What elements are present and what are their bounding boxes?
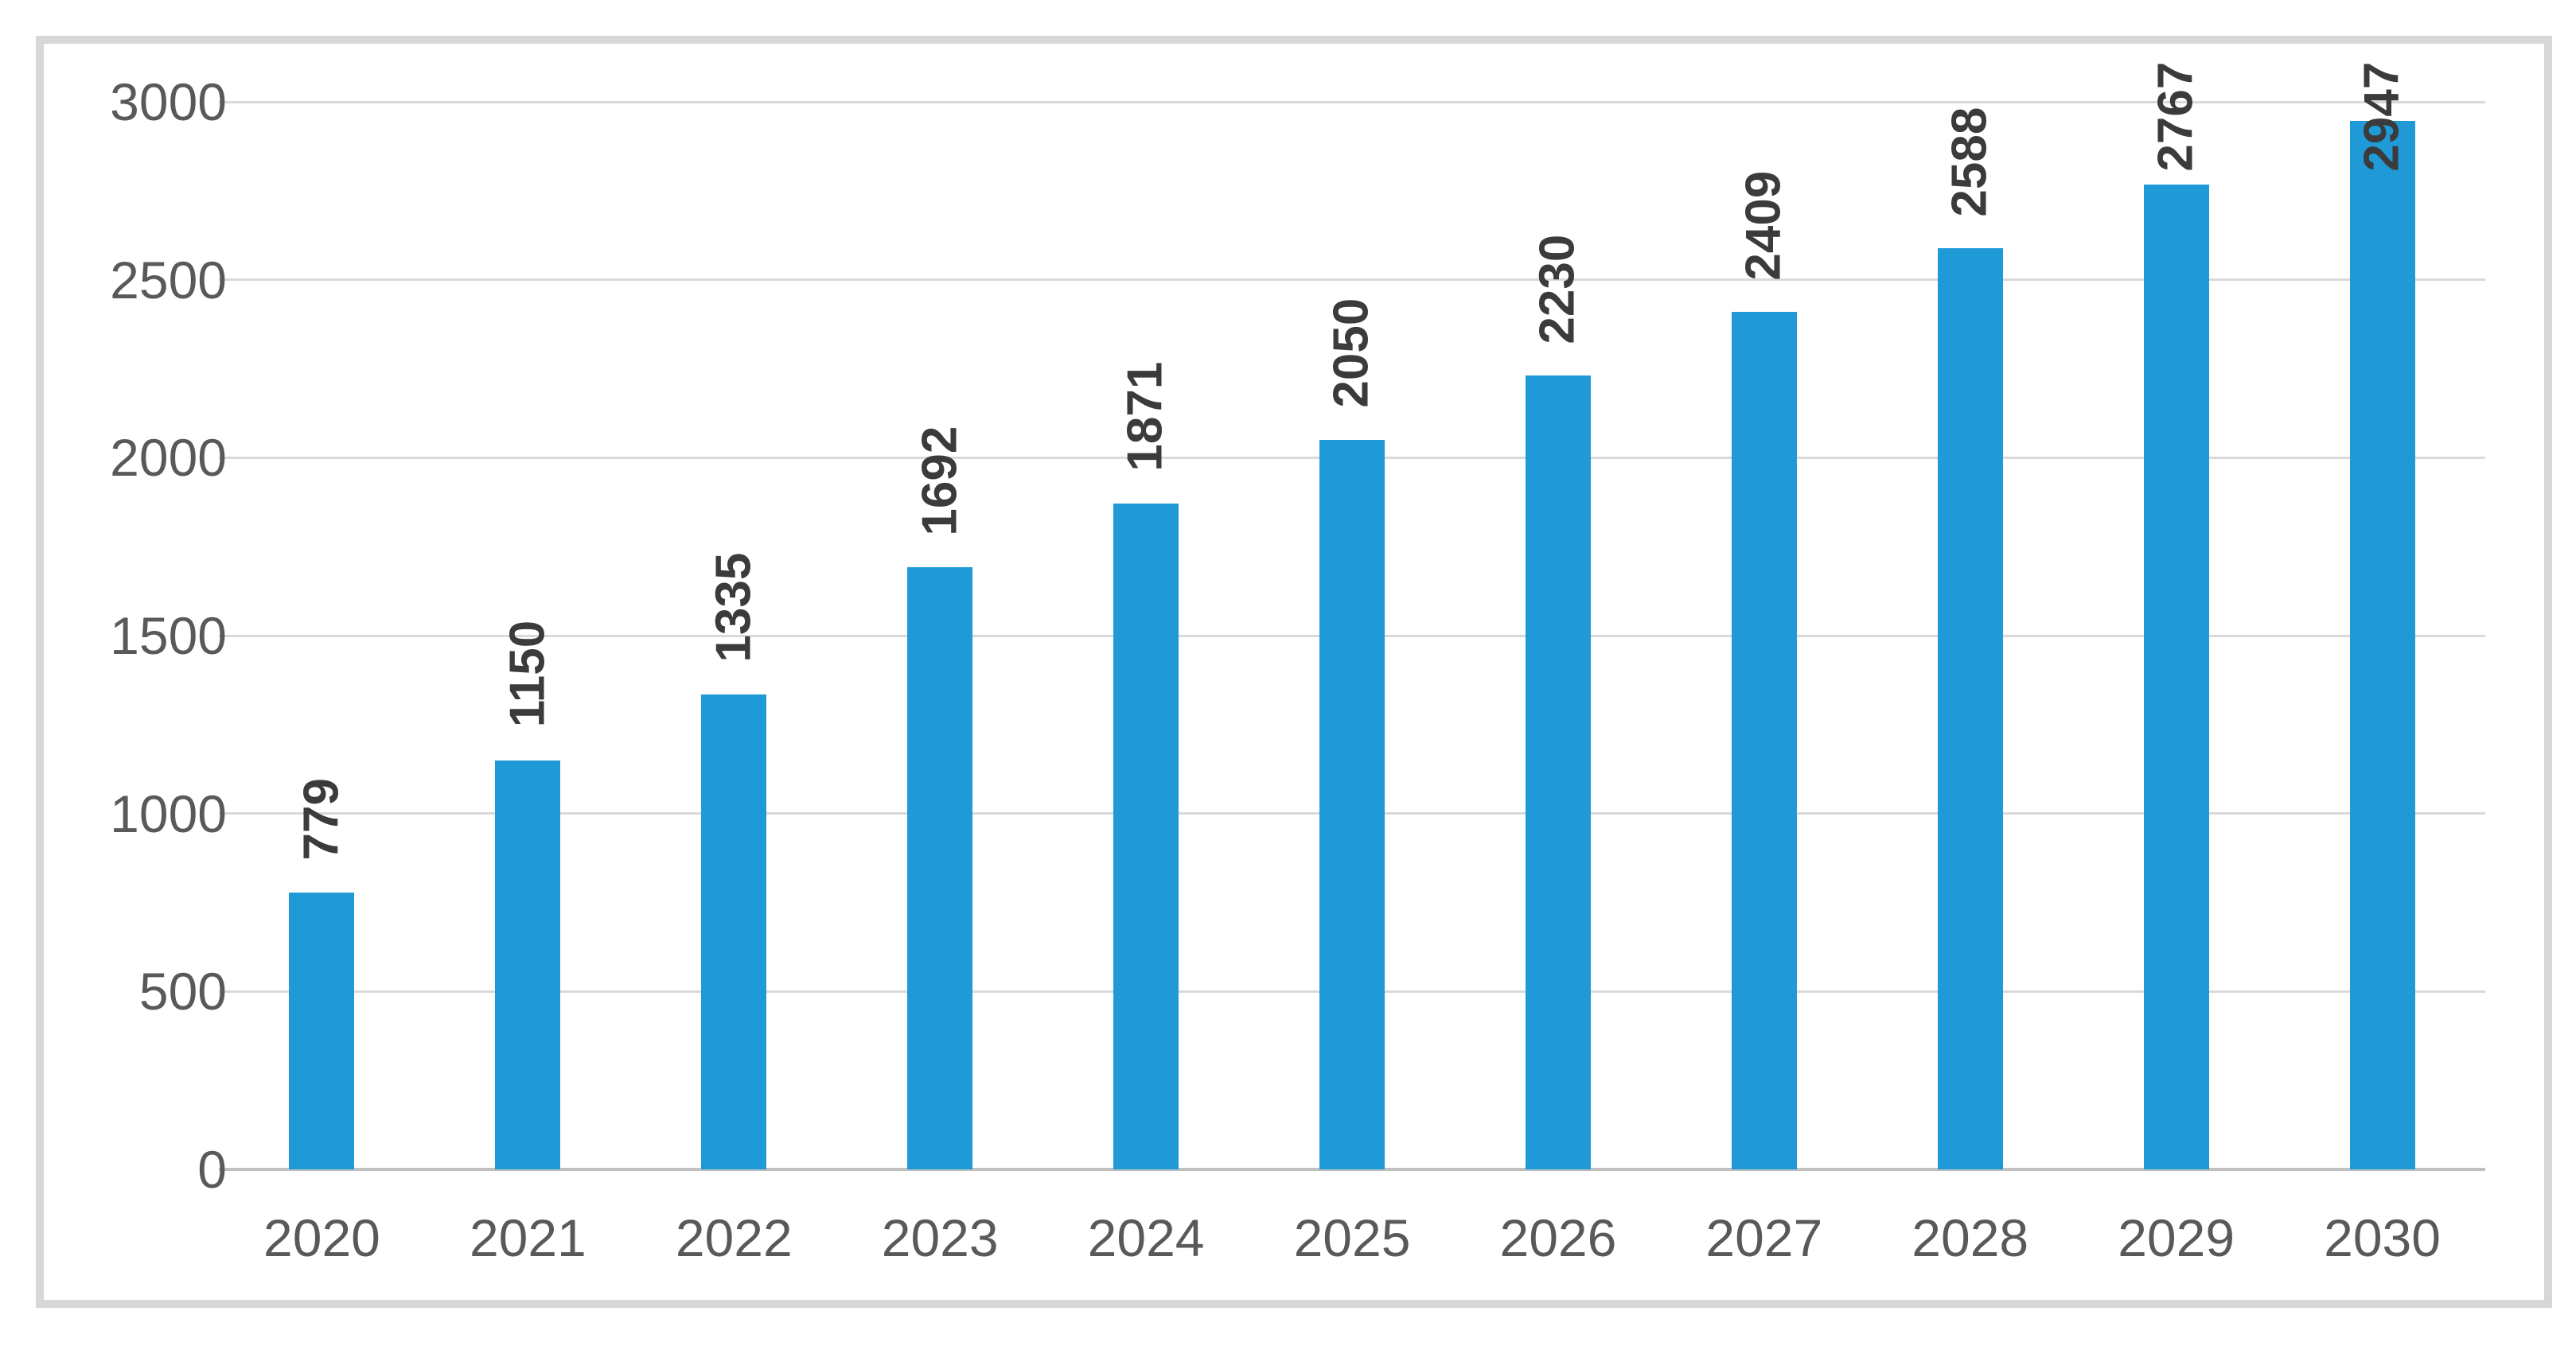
bar-value-label: 2409 bbox=[1736, 170, 1791, 281]
bar-2022 bbox=[701, 694, 767, 1169]
y-axis-tick-label: 1000 bbox=[110, 784, 227, 843]
y-axis-tick-label: 3000 bbox=[110, 72, 227, 131]
bar-value-label: 2947 bbox=[2354, 61, 2410, 172]
y-axis-tick-label: 1500 bbox=[110, 606, 227, 665]
bar-value-label: 2050 bbox=[1323, 298, 1379, 408]
bar-value-label: 1335 bbox=[706, 552, 762, 663]
x-axis-label: 2023 bbox=[881, 1208, 999, 1267]
bar-2023 bbox=[907, 567, 973, 1169]
bar-2024 bbox=[1113, 504, 1179, 1169]
bar-2028 bbox=[1937, 248, 2003, 1169]
bar-value-label: 779 bbox=[294, 778, 349, 861]
bar-value-label: 1692 bbox=[912, 426, 968, 536]
x-axis-line bbox=[219, 1168, 2485, 1171]
y-axis-tick-label: 500 bbox=[138, 962, 227, 1021]
chart-frame: 0 500 1000 1500 2000 2500 3000 779 2020 1150 2021 1… bbox=[36, 36, 2552, 1308]
x-axis-label: 2026 bbox=[1499, 1208, 1617, 1267]
bar-value-label: 1150 bbox=[500, 620, 555, 728]
x-axis-label: 2029 bbox=[2118, 1208, 2235, 1267]
bar-2027 bbox=[1731, 312, 1797, 1169]
y-axis-tick-label: 2500 bbox=[110, 250, 227, 309]
x-axis-label: 2030 bbox=[2324, 1208, 2441, 1267]
plot-area: 0 500 1000 1500 2000 2500 3000 779 2020 1150 2021 1… bbox=[44, 44, 2544, 1300]
gridline bbox=[219, 100, 2485, 103]
bar-value-label: 1871 bbox=[1118, 362, 1174, 473]
bar-2029 bbox=[2143, 185, 2209, 1169]
x-axis-label: 2022 bbox=[675, 1208, 793, 1267]
x-axis-label: 2020 bbox=[263, 1208, 380, 1267]
bar-2020 bbox=[289, 892, 355, 1169]
bar-value-label: 2588 bbox=[1942, 107, 1997, 217]
x-axis-label: 2025 bbox=[1293, 1208, 1411, 1267]
x-axis-label: 2024 bbox=[1087, 1208, 1205, 1267]
y-axis-tick-label: 2000 bbox=[110, 428, 227, 488]
x-axis-label: 2021 bbox=[469, 1208, 587, 1267]
y-axis-tick-label: 0 bbox=[197, 1140, 227, 1199]
bar-2030 bbox=[2349, 120, 2415, 1169]
bar-2021 bbox=[495, 760, 561, 1169]
x-axis-label: 2028 bbox=[1912, 1208, 2029, 1267]
bar-2025 bbox=[1319, 439, 1385, 1169]
x-axis-label: 2027 bbox=[1705, 1208, 1823, 1267]
bar-2026 bbox=[1525, 375, 1591, 1169]
bar-value-label: 2767 bbox=[2148, 61, 2204, 172]
gridline bbox=[219, 278, 2485, 282]
bar-value-label: 2230 bbox=[1530, 234, 1585, 344]
